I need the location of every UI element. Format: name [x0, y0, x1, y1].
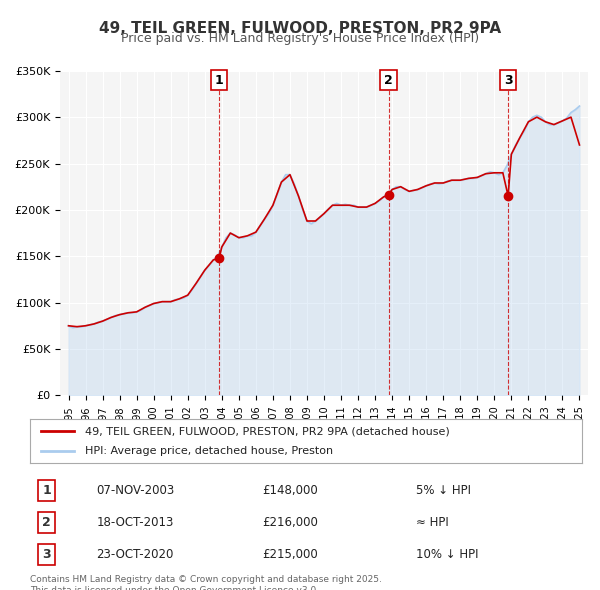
- Text: 2: 2: [42, 516, 51, 529]
- Text: £148,000: £148,000: [262, 484, 317, 497]
- Text: Price paid vs. HM Land Registry's House Price Index (HPI): Price paid vs. HM Land Registry's House …: [121, 32, 479, 45]
- Text: 5% ↓ HPI: 5% ↓ HPI: [416, 484, 472, 497]
- Text: £215,000: £215,000: [262, 548, 317, 561]
- Text: £216,000: £216,000: [262, 516, 318, 529]
- Text: 3: 3: [504, 74, 512, 87]
- Text: 2: 2: [384, 74, 393, 87]
- Text: 18-OCT-2013: 18-OCT-2013: [96, 516, 173, 529]
- Text: 1: 1: [42, 484, 51, 497]
- Text: 10% ↓ HPI: 10% ↓ HPI: [416, 548, 479, 561]
- Text: HPI: Average price, detached house, Preston: HPI: Average price, detached house, Pres…: [85, 446, 334, 455]
- Text: 49, TEIL GREEN, FULWOOD, PRESTON, PR2 9PA: 49, TEIL GREEN, FULWOOD, PRESTON, PR2 9P…: [99, 21, 501, 35]
- Text: ≈ HPI: ≈ HPI: [416, 516, 449, 529]
- Text: 07-NOV-2003: 07-NOV-2003: [96, 484, 175, 497]
- Text: 3: 3: [42, 548, 51, 561]
- Text: 23-OCT-2020: 23-OCT-2020: [96, 548, 173, 561]
- Text: 1: 1: [215, 74, 224, 87]
- Text: Contains HM Land Registry data © Crown copyright and database right 2025.
This d: Contains HM Land Registry data © Crown c…: [30, 575, 382, 590]
- Text: 49, TEIL GREEN, FULWOOD, PRESTON, PR2 9PA (detached house): 49, TEIL GREEN, FULWOOD, PRESTON, PR2 9P…: [85, 427, 450, 436]
